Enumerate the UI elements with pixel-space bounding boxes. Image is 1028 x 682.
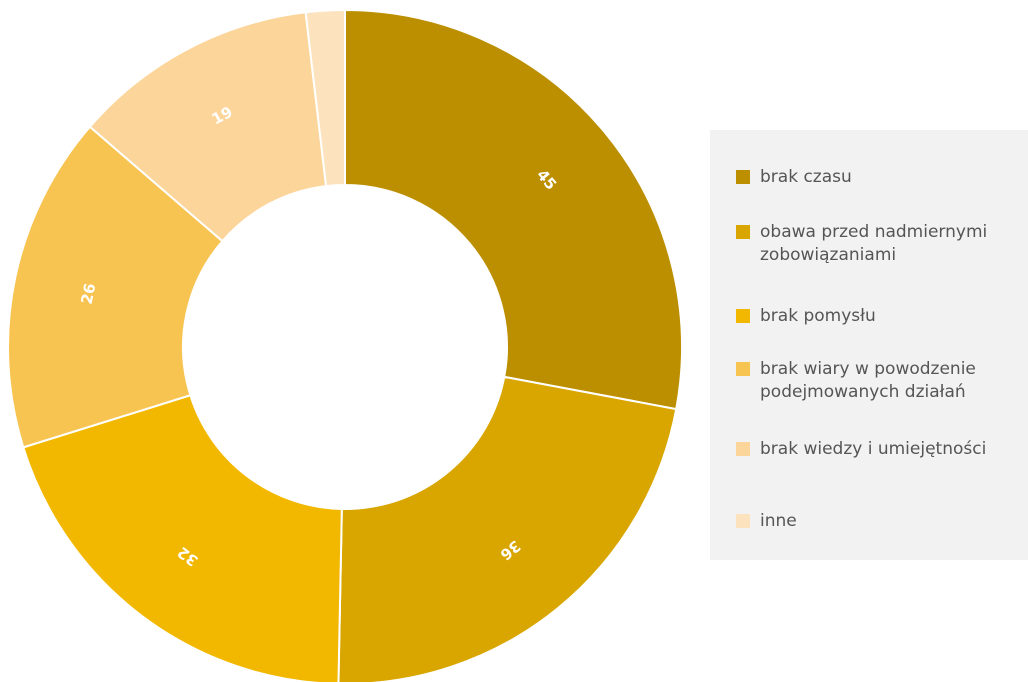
legend-item-obawa[interactable]: obawa przed nadmiernymi zobowiązaniami bbox=[736, 221, 1021, 267]
donut-slice-2[interactable] bbox=[22, 394, 343, 682]
legend-label: brak pomysłu bbox=[760, 306, 876, 326]
legend-item-brak-pomyslu[interactable]: brak pomysłu bbox=[736, 305, 1021, 328]
legend-item-inne[interactable]: inne bbox=[736, 510, 1021, 533]
legend-swatch bbox=[736, 170, 750, 184]
legend-item-brak-wiedzy[interactable]: brak wiedzy i umiejętności bbox=[736, 438, 1021, 461]
legend-label: brak czasu bbox=[760, 167, 852, 187]
slice-value-label: 26 bbox=[78, 282, 100, 306]
legend-swatch bbox=[736, 225, 750, 239]
legend-label: brak wiedzy i umiejętności bbox=[760, 439, 987, 459]
legend-label: inne bbox=[760, 511, 797, 531]
legend-item-brak-czasu[interactable]: brak czasu bbox=[736, 166, 1021, 189]
donut-slice-3[interactable] bbox=[7, 125, 224, 449]
donut-slice-1[interactable] bbox=[337, 375, 678, 682]
legend-swatch bbox=[736, 309, 750, 323]
legend-label: obawa przed nadmiernymi zobowiązaniami bbox=[760, 222, 988, 265]
donut-slice-5[interactable] bbox=[304, 8, 346, 188]
legend-item-brak-wiary[interactable]: brak wiary w powodzenie podejmowanych dz… bbox=[736, 358, 1021, 404]
legend-swatch bbox=[736, 362, 750, 376]
donut-slice-4[interactable] bbox=[88, 11, 328, 243]
legend-label: brak wiary w powodzenie podejmowanych dz… bbox=[760, 359, 976, 402]
legend-swatch bbox=[736, 442, 750, 456]
chart-legend: brak czasu obawa przed nadmiernymi zobow… bbox=[710, 130, 1028, 560]
legend-swatch bbox=[736, 514, 750, 528]
donut-slice-0[interactable] bbox=[344, 8, 683, 411]
